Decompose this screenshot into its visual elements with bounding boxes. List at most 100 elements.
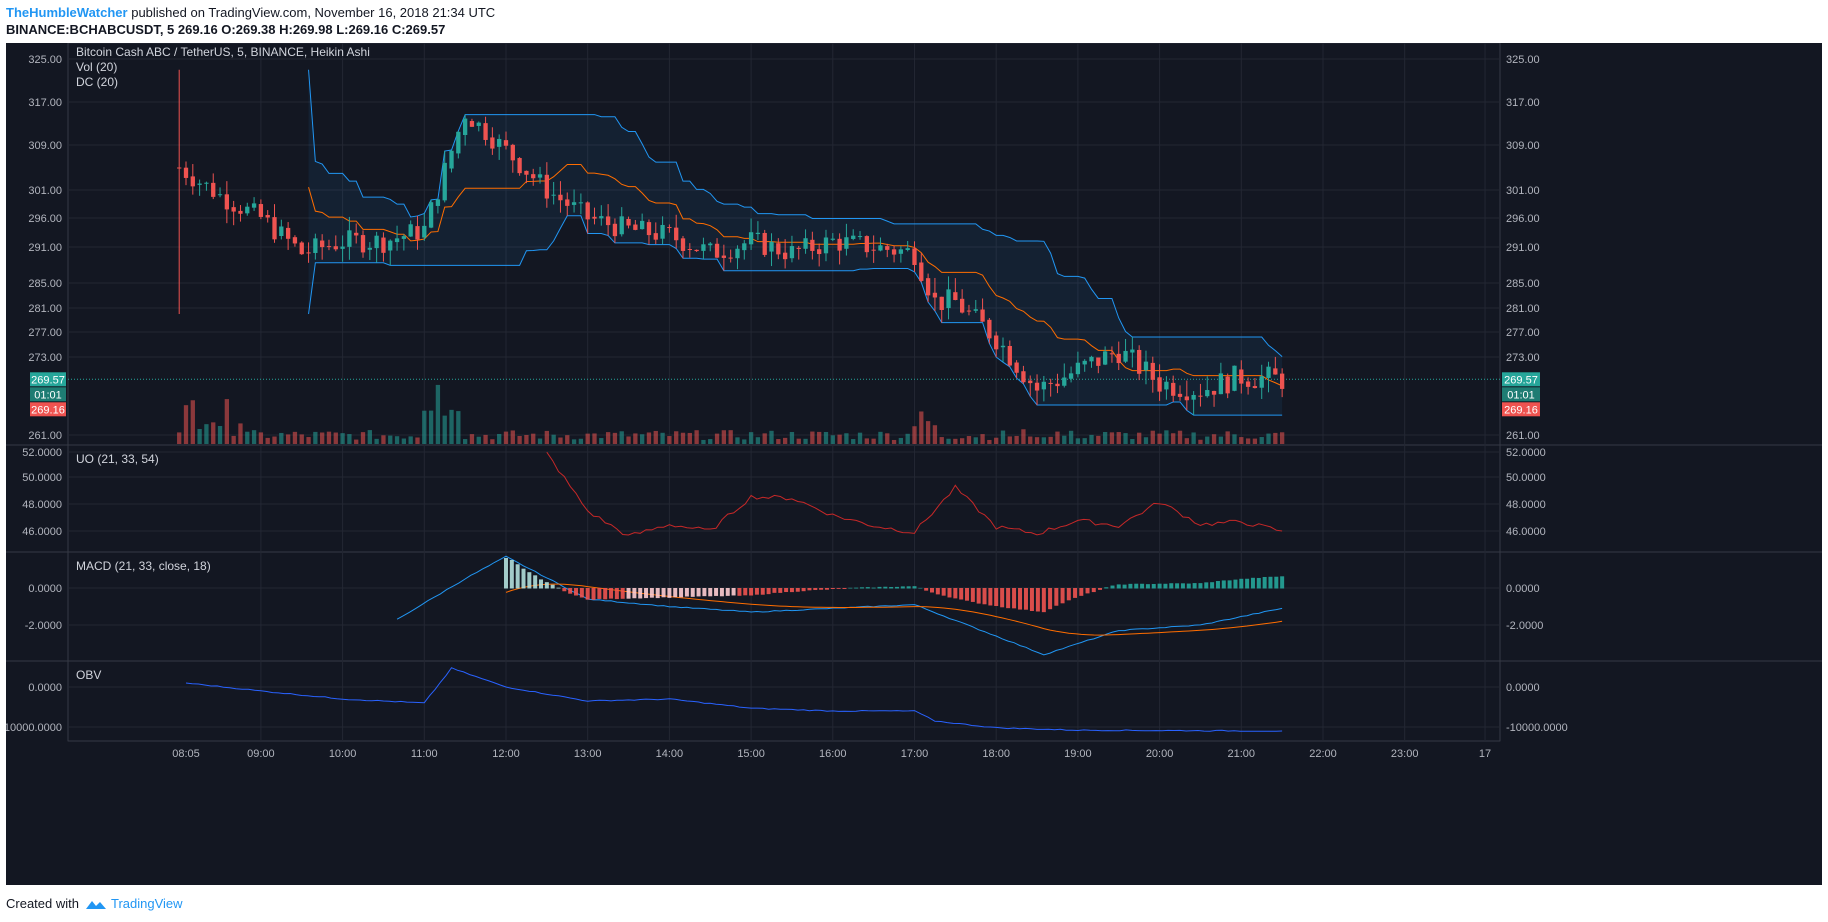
macd-histogram-bar (1110, 585, 1115, 589)
volume-bar (476, 436, 481, 444)
macd-histogram-bar (1151, 583, 1156, 589)
volume-bar (748, 432, 754, 444)
candle-body (701, 244, 706, 251)
volume-bar (306, 437, 311, 444)
macd-histogram-bar (883, 586, 888, 589)
candle-body (1055, 383, 1060, 387)
candle-body (966, 310, 972, 312)
candle-body (265, 215, 270, 218)
volume-bar (994, 437, 999, 444)
price-tick-right: 317.00 (1506, 97, 1540, 109)
candle-body (490, 137, 495, 149)
author-link[interactable]: TheHumbleWatcher (6, 5, 128, 20)
candle-body (320, 240, 325, 248)
candle-body (1184, 396, 1189, 401)
candle-body (551, 194, 556, 196)
candle-body (1034, 382, 1040, 391)
volume-bar (360, 432, 366, 444)
chart-area[interactable]: 52.0000 52.0000 50.0000 50.0000 48.0000 48.00… (0, 42, 1822, 885)
macd-histogram-bar (1250, 577, 1255, 589)
volume-bar (714, 433, 720, 444)
candle-body (612, 223, 618, 237)
volume-bar (388, 435, 393, 444)
macd-histogram-bar (1122, 584, 1127, 589)
candle-body (510, 144, 515, 161)
volume-bar (946, 438, 951, 444)
macd-histogram-bar (702, 588, 707, 597)
candle-body (803, 238, 808, 249)
volume-bar (340, 433, 345, 444)
price-badge-left (30, 387, 66, 402)
macd-histogram-bar (1268, 576, 1273, 589)
candle-body (1191, 394, 1196, 400)
volume-bar (1171, 433, 1176, 444)
macd-histogram-bar (614, 588, 619, 600)
published-text: published on TradingView.com, November 1… (131, 5, 496, 20)
candle-body (742, 243, 747, 251)
time-tick: 19:00 (1064, 748, 1092, 760)
volume-bar (667, 436, 672, 444)
volume-bar (687, 432, 692, 444)
price-tick-left: 273.00 (28, 352, 62, 364)
candle-body (183, 167, 189, 178)
volume-bar (1225, 431, 1230, 444)
macd-histogram-bar (1116, 584, 1121, 589)
volume-bar (204, 424, 209, 444)
chart-canvas[interactable]: 52.0000 52.0000 50.0000 50.0000 48.0000 48.00… (0, 42, 1822, 885)
time-tick: 20:00 (1146, 748, 1174, 760)
legend-entry: DC (20) (76, 75, 118, 89)
candle-body (810, 239, 815, 251)
candle-body (633, 224, 638, 230)
candle-body (1218, 373, 1224, 395)
price-tick-right: 273.00 (1506, 352, 1540, 364)
macd-histogram-bar (1073, 588, 1078, 598)
macd-histogram-bar (620, 588, 625, 599)
candle-body (714, 243, 720, 258)
macd-histogram-bar (585, 588, 590, 600)
volume-bar (694, 430, 699, 444)
candle-body (435, 199, 441, 206)
candle-body (537, 174, 543, 178)
candle-body (245, 206, 250, 214)
macd-histogram-bar (1023, 588, 1028, 610)
volume-bar (932, 425, 938, 444)
pane-tick-left: 50.0000 (22, 472, 62, 484)
volume-bar (619, 431, 624, 444)
macd-histogram-bar (1227, 580, 1232, 589)
candle-body (1130, 349, 1135, 353)
candle-body (1116, 353, 1121, 364)
candle-body (1075, 362, 1081, 375)
volume-bar (728, 430, 733, 444)
pane-tick-left: -10000.0000 (6, 722, 62, 734)
volume-bar (245, 431, 250, 444)
price-tick-right: 261.00 (1506, 430, 1540, 442)
macd-histogram-bar (626, 588, 631, 599)
volume-bar (449, 409, 454, 444)
volume-bar (497, 433, 502, 444)
candle-body (946, 289, 951, 309)
volume-bar (626, 436, 631, 444)
candle-body (1266, 366, 1271, 378)
volume-bar (510, 430, 515, 444)
volume-bar (1102, 431, 1108, 444)
price-badge-right-text: 269.57 (1504, 374, 1538, 386)
candle-body (1245, 381, 1251, 387)
macd-histogram-bar (754, 588, 759, 595)
volume-bar (762, 433, 767, 444)
candle-body (653, 233, 658, 240)
macd-histogram-bar (1175, 583, 1180, 589)
macd-histogram-bar (965, 588, 970, 601)
macd-histogram-bar (609, 588, 614, 599)
publish-header: TheHumbleWatcher published on TradingVie… (6, 4, 495, 38)
macd-histogram-bar (1280, 576, 1285, 589)
candle-body (960, 298, 965, 313)
volume-bar (1028, 436, 1033, 444)
volume-bar (1245, 438, 1251, 444)
volume-bar (1082, 438, 1087, 444)
macd-histogram-bar (544, 582, 549, 589)
candle-body (1177, 393, 1183, 397)
candle-body (578, 202, 584, 204)
candle-body (476, 122, 481, 126)
tradingview-link[interactable]: TradingView (85, 896, 183, 911)
macd-histogram-bar (801, 588, 806, 592)
